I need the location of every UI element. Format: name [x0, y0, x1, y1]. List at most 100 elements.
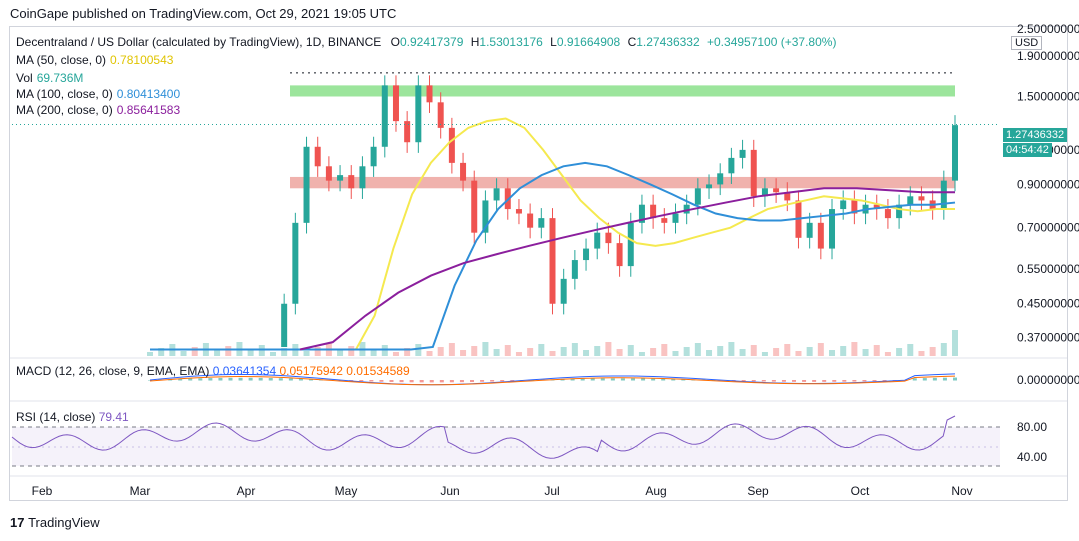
c-value: 1.27436332 [636, 35, 700, 49]
volume-bar [773, 348, 780, 356]
macd-histogram-bar [600, 378, 605, 381]
volume-bar [180, 351, 187, 356]
volume-bar [940, 343, 947, 356]
macd-histogram-bar [661, 378, 666, 381]
candle-body [426, 85, 433, 103]
volume-bar [583, 350, 590, 356]
x-tick-label: Nov [951, 484, 972, 498]
macd-histogram-bar [570, 378, 575, 381]
candle-body [303, 146, 310, 223]
candle-body [348, 175, 355, 189]
candle-body [381, 85, 388, 147]
volume-bar [158, 348, 165, 356]
volume-bar [918, 351, 925, 356]
candle-body [437, 102, 444, 128]
support-zone [290, 176, 955, 189]
x-tick-label: May [335, 484, 358, 498]
y-tick-label: 0.55000000 [1017, 262, 1079, 276]
y-tick-label: 0.37000000 [1017, 330, 1079, 344]
volume-bar [504, 345, 511, 356]
macd-histogram-bar [439, 380, 444, 383]
x-tick-label: Jun [440, 484, 459, 498]
volume-bar [851, 342, 858, 356]
candle-body [471, 180, 478, 233]
volume-bar [437, 347, 444, 356]
volume-bar [549, 351, 556, 356]
legend-main: Decentraland / US Dollar (calculated by … [16, 35, 836, 49]
candle-body [773, 188, 780, 193]
ma200-value: 0.85641583 [116, 103, 181, 117]
price-tag: 1.27436332 [1003, 128, 1068, 142]
macd-histogram-bar [741, 380, 746, 382]
h-label: H [470, 35, 480, 49]
candle-body [527, 213, 534, 228]
rsi-tick-label: 80.00 [1017, 420, 1047, 434]
x-tick-label: Aug [645, 484, 666, 498]
chart-frame[interactable] [9, 26, 1068, 501]
volume-bar [672, 351, 679, 356]
volume-bar [147, 352, 153, 356]
macd-histogram-bar [470, 380, 474, 382]
currency-badge[interactable]: USD [1011, 36, 1043, 50]
volume-bar [337, 350, 344, 356]
macd-histogram-bar [812, 380, 817, 382]
volume-bar [840, 346, 847, 356]
candle-body [337, 175, 344, 181]
legend-ma50: MA (50, close, 0) 0.78100543 [16, 53, 173, 67]
macd-v2: 0.05175942 [279, 364, 343, 378]
volume-bar [370, 349, 377, 356]
macd-histogram-bar [228, 377, 233, 381]
ma100-value: 0.80413400 [116, 87, 181, 101]
candle-body [661, 218, 668, 223]
macd-histogram-bar [751, 380, 756, 382]
macd-histogram-bar [822, 380, 827, 382]
macd-histogram-bar [369, 380, 374, 382]
change-value: +0.34957100 (+37.80%) [707, 35, 837, 49]
candle-body [448, 127, 455, 163]
volume-bar [381, 345, 388, 356]
volume-bar [571, 343, 578, 356]
macd-histogram-bar [500, 380, 505, 382]
volume-bar [717, 346, 724, 356]
macd-histogram-bar [148, 380, 152, 381]
ma50-value: 0.78100543 [110, 53, 174, 67]
candle-body [359, 166, 366, 189]
volume-bar [594, 346, 601, 356]
l-label: L [550, 35, 557, 49]
macd-histogram-bar [268, 378, 273, 381]
volume-bar [661, 344, 668, 356]
volume-bar [896, 348, 903, 356]
macd-histogram-bar [932, 377, 937, 381]
volume-bar [829, 350, 836, 356]
macd-histogram-bar [953, 377, 957, 381]
candle-body [314, 146, 321, 167]
volume-bar [817, 343, 824, 356]
candle-body [840, 200, 847, 210]
macd-histogram-bar [309, 379, 313, 381]
macd-histogram-bar [298, 378, 303, 381]
candle-body [370, 146, 377, 167]
x-tick-label: Oct [851, 484, 870, 498]
macd-histogram-bar [459, 380, 464, 383]
candle-body [851, 200, 858, 214]
ma200-line [299, 187, 955, 351]
volume-bar [448, 343, 455, 356]
macd-histogram-bar [842, 380, 847, 382]
rsi-legend: RSI (14, close) 79.41 [16, 410, 129, 424]
volume-bar [493, 349, 500, 356]
volume-bar [638, 352, 645, 356]
candle-body [605, 232, 612, 244]
volume-bar [929, 347, 936, 356]
publisher-line: CoinGape published on TradingView.com, O… [10, 6, 397, 21]
volume-bar [214, 350, 221, 356]
volume-bar [616, 349, 623, 356]
volume-bar [515, 352, 522, 356]
macd-histogram-bar [781, 380, 786, 382]
macd-histogram-bar [761, 380, 766, 382]
tradingview-logo[interactable]: 17 TradingView [10, 515, 100, 530]
resistance-zone [290, 85, 955, 97]
ma200-label: MA (200, close, 0) [16, 103, 113, 117]
volume-bar [627, 345, 634, 356]
x-tick-label: Feb [32, 484, 53, 498]
